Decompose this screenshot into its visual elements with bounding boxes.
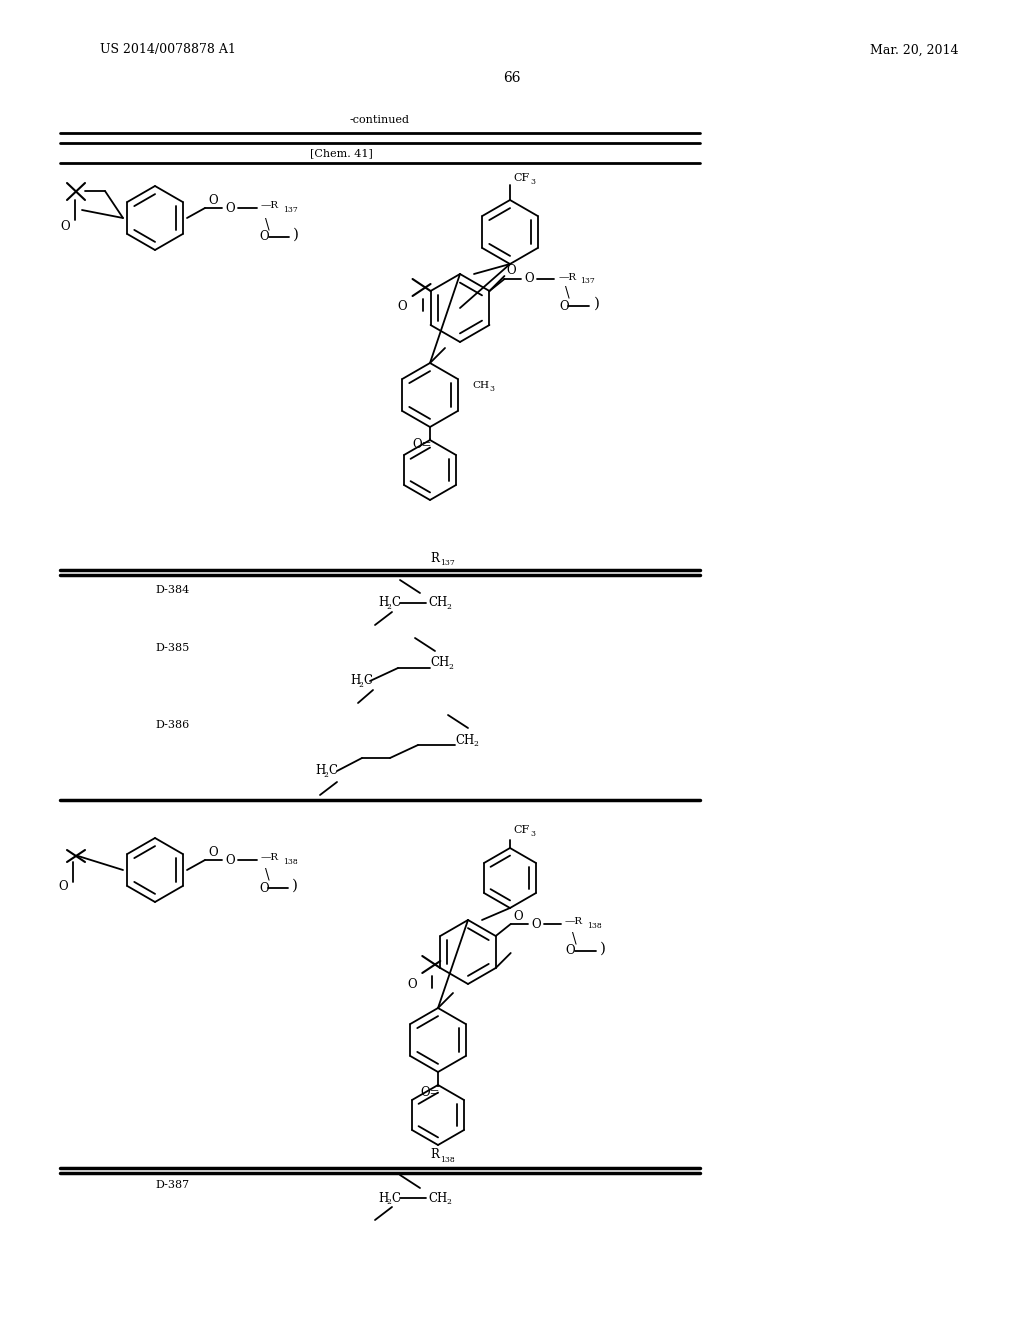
Text: O: O (530, 917, 541, 931)
Text: 138: 138 (283, 858, 298, 866)
Text: 137: 137 (440, 558, 455, 568)
Text: ): ) (600, 942, 606, 956)
Text: CH: CH (455, 734, 474, 747)
Text: D-387: D-387 (155, 1180, 189, 1191)
Text: O: O (513, 909, 522, 923)
Text: 137: 137 (581, 277, 595, 285)
Text: —R: —R (261, 202, 280, 210)
Text: [Chem. 41]: [Chem. 41] (310, 148, 373, 158)
Text: US 2014/0078878 A1: US 2014/0078878 A1 (100, 44, 236, 57)
Text: C: C (328, 764, 337, 777)
Text: 3: 3 (489, 385, 494, 393)
Text: O: O (259, 231, 268, 243)
Text: O=: O= (412, 438, 431, 451)
Text: 66: 66 (503, 71, 521, 84)
Text: ): ) (594, 297, 599, 312)
Text: O: O (225, 202, 234, 214)
Text: O: O (225, 854, 234, 866)
Text: CH: CH (428, 597, 447, 610)
Text: —R: —R (558, 272, 577, 281)
Text: O=: O= (420, 1085, 439, 1098)
Text: —R: —R (261, 854, 280, 862)
Text: 2: 2 (323, 771, 328, 779)
Text: 2: 2 (358, 681, 362, 689)
Text: O: O (259, 882, 268, 895)
Text: —R: —R (564, 917, 583, 927)
Text: 2: 2 (386, 1199, 391, 1206)
Text: O: O (408, 978, 417, 990)
Text: O: O (60, 219, 70, 232)
Text: ): ) (292, 879, 298, 894)
Text: ): ) (293, 228, 299, 242)
Text: C: C (362, 675, 372, 688)
Text: D-385: D-385 (155, 643, 189, 653)
Text: CH: CH (430, 656, 450, 669)
Text: \: \ (565, 286, 570, 300)
Text: O: O (507, 264, 516, 277)
Text: CH: CH (428, 1192, 447, 1204)
Text: D-384: D-384 (155, 585, 189, 595)
Text: O: O (559, 300, 569, 313)
Text: H: H (378, 1192, 388, 1204)
Text: R: R (430, 552, 439, 565)
Text: 2: 2 (449, 663, 453, 671)
Text: 2: 2 (386, 603, 391, 611)
Text: CF: CF (513, 173, 529, 183)
Text: 2: 2 (446, 603, 451, 611)
Text: R: R (430, 1148, 439, 1162)
Text: \: \ (265, 216, 269, 231)
Text: H: H (315, 764, 326, 777)
Text: H: H (350, 675, 360, 688)
Text: 138: 138 (440, 1156, 455, 1164)
Text: 2: 2 (446, 1199, 451, 1206)
Text: O: O (58, 880, 68, 894)
Text: 3: 3 (530, 830, 535, 838)
Text: O: O (208, 194, 218, 206)
Text: C: C (391, 1192, 400, 1204)
Text: 2: 2 (473, 741, 478, 748)
Text: 3: 3 (530, 178, 535, 186)
Text: O: O (524, 272, 535, 285)
Text: C: C (391, 597, 400, 610)
Text: Mar. 20, 2014: Mar. 20, 2014 (870, 44, 958, 57)
Text: O: O (397, 301, 408, 314)
Text: 137: 137 (283, 206, 298, 214)
Text: CF: CF (513, 825, 529, 836)
Text: D-386: D-386 (155, 719, 189, 730)
Text: CH: CH (472, 380, 489, 389)
Text: 138: 138 (587, 921, 601, 931)
Text: \: \ (571, 931, 577, 945)
Text: H: H (378, 597, 388, 610)
Text: \: \ (265, 869, 269, 882)
Text: O: O (208, 846, 218, 858)
Text: O: O (565, 945, 575, 957)
Text: -continued: -continued (350, 115, 410, 125)
